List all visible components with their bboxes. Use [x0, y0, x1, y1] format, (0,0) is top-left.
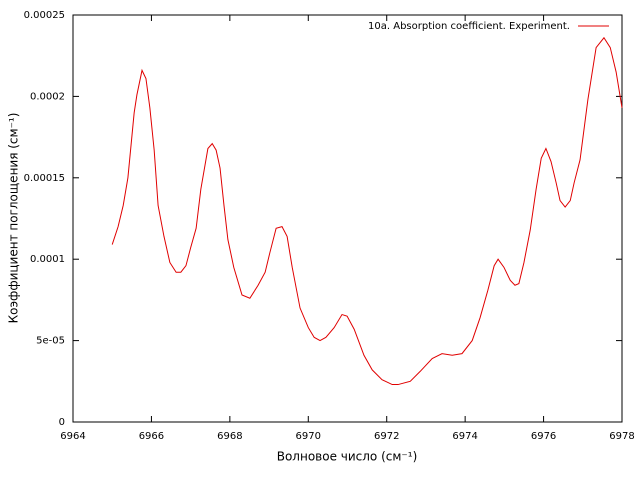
plot-frame	[72, 14, 623, 423]
y-tick-label: 0	[59, 417, 65, 428]
data-line	[111, 36, 623, 386]
y-axis-label: Коэффициент поглощения (см⁻¹)	[7, 113, 21, 324]
x-tick-label: 6974	[452, 431, 477, 442]
y-tick-label: 0.0002	[30, 91, 65, 102]
x-axis-label: Волновое число (см⁻¹)	[277, 450, 418, 464]
x-tick-label: 6968	[217, 431, 242, 442]
y-tick-label: 5e-05	[36, 336, 65, 347]
x-tick-label: 6978	[609, 431, 634, 442]
x-tick-label: 6976	[531, 431, 556, 442]
x-tick-label: 6970	[296, 431, 321, 442]
y-tick-label: 0.00015	[24, 173, 65, 184]
x-tick-label: 6966	[139, 431, 164, 442]
x-tick-label: 6972	[374, 431, 399, 442]
y-tick-label: 0.0001	[30, 254, 65, 265]
x-tick-label: 6964	[60, 431, 85, 442]
y-tick-label: 0.00025	[24, 10, 65, 21]
legend-label: 10a. Absorption coefficient. Experiment.	[368, 21, 570, 32]
